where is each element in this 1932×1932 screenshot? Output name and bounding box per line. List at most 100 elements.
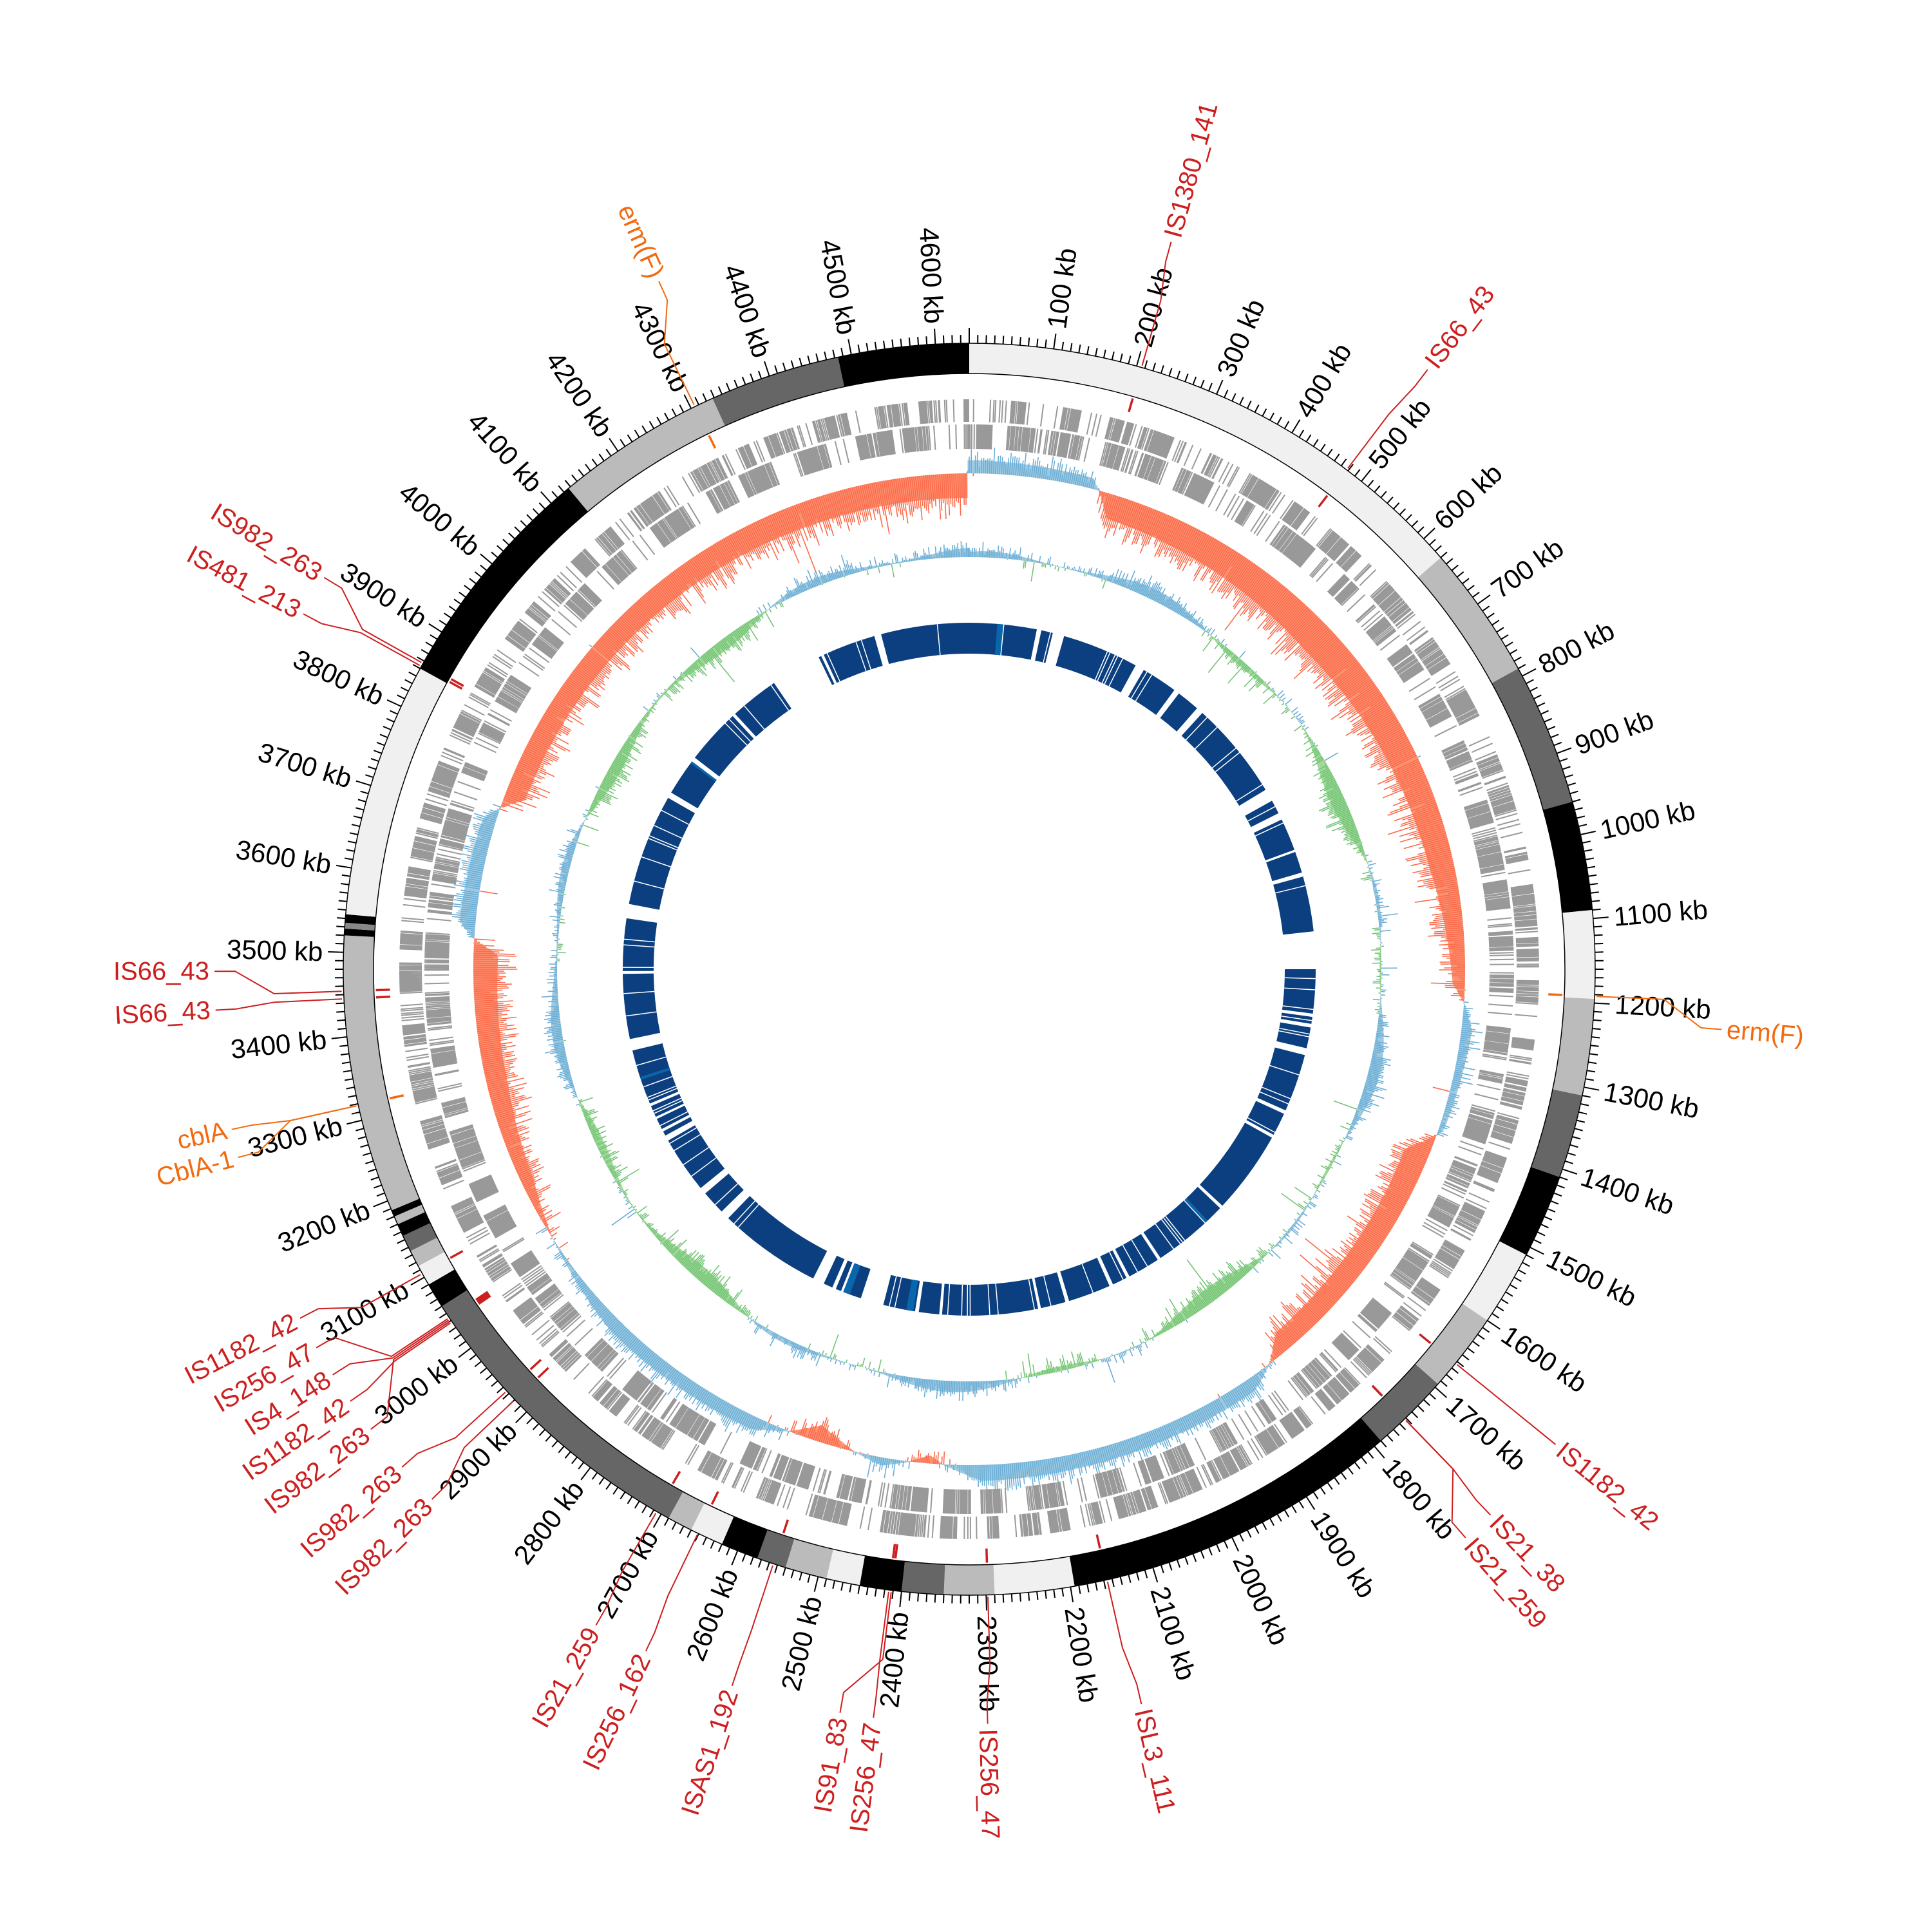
tick-label: 2800 kb bbox=[507, 1475, 590, 1569]
tick-label: 4100 kb bbox=[462, 406, 549, 498]
homology-block bbox=[835, 1260, 853, 1291]
is-element-label: IS66_43 bbox=[114, 996, 211, 1030]
homology-block bbox=[668, 1125, 725, 1188]
feature-marker bbox=[375, 995, 391, 999]
ideogram-band bbox=[668, 1492, 705, 1530]
homology-block bbox=[1181, 713, 1266, 806]
feature-marker bbox=[537, 1367, 549, 1379]
homology-block bbox=[1100, 1250, 1127, 1285]
tick-label: 1500 kb bbox=[1542, 1243, 1642, 1313]
homology-blocks-track bbox=[622, 622, 1316, 1316]
tick-label: 3000 kb bbox=[368, 1349, 463, 1431]
tick-marks bbox=[328, 328, 1610, 1611]
homology-block bbox=[1143, 1200, 1205, 1258]
tick-label: 3900 kb bbox=[335, 556, 432, 634]
ideogram-band bbox=[418, 1251, 455, 1285]
homology-block-gaps bbox=[622, 624, 1316, 1316]
feature-connector bbox=[323, 576, 422, 663]
tick-label: 1100 kb bbox=[1613, 894, 1709, 932]
ideogram-band bbox=[859, 1555, 905, 1592]
gene-tracks bbox=[399, 399, 1540, 1540]
feature-connector bbox=[401, 1392, 506, 1468]
tick-label: 1200 kb bbox=[1614, 989, 1712, 1025]
homology-block-highlight bbox=[906, 1279, 918, 1311]
ideogram-band bbox=[345, 914, 376, 925]
homology-block bbox=[819, 656, 835, 685]
homology-block-highlight bbox=[690, 761, 717, 782]
ideogram-outline-inner bbox=[373, 373, 1566, 1566]
feature-connector bbox=[1106, 1581, 1142, 1705]
ideogram-band bbox=[838, 343, 969, 387]
feature-connector bbox=[839, 1592, 892, 1713]
ideogram-band bbox=[785, 1539, 833, 1579]
ideogram-band bbox=[1417, 557, 1519, 683]
feature-marker bbox=[1371, 1385, 1383, 1397]
gc-high-bars bbox=[435, 448, 1483, 1495]
tick-label: 3200 kb bbox=[274, 1195, 374, 1258]
tick-label: 2200 kb bbox=[1059, 1605, 1104, 1705]
ideogram-band bbox=[1543, 802, 1593, 913]
feature-connector bbox=[1141, 242, 1172, 366]
homology-block bbox=[1186, 1186, 1220, 1221]
feature-connector bbox=[316, 1318, 448, 1358]
ideogram-band bbox=[1531, 1089, 1582, 1177]
homology-block-highlight bbox=[639, 1067, 670, 1080]
homology-block bbox=[1253, 819, 1294, 860]
ideogram-band bbox=[691, 1502, 734, 1544]
feature-connector bbox=[350, 1322, 451, 1402]
ideogram-band bbox=[826, 1549, 865, 1586]
feature-marker bbox=[449, 681, 463, 690]
gc-content-track bbox=[435, 448, 1483, 1495]
ideogram-band bbox=[394, 1204, 426, 1225]
homology-block bbox=[629, 797, 696, 910]
feature-marker bbox=[708, 435, 717, 449]
tick-label: 100 kb bbox=[1041, 246, 1083, 330]
gc-skew-track bbox=[541, 541, 1398, 1401]
homology-block bbox=[1266, 851, 1302, 882]
ideogram-band bbox=[428, 1269, 468, 1307]
feature-connector bbox=[370, 1321, 450, 1430]
tick-label: 600 kb bbox=[1428, 458, 1508, 536]
homology-block bbox=[1276, 1022, 1311, 1048]
ideogram-band bbox=[721, 1516, 768, 1558]
homology-block bbox=[623, 973, 661, 1039]
feature-marker bbox=[529, 1359, 542, 1370]
genes-forward-strand bbox=[399, 399, 1540, 1540]
tick-label: 4300 kb bbox=[625, 297, 696, 397]
is-element-label: ISL3_111 bbox=[1129, 1706, 1181, 1816]
homology-block bbox=[1034, 1272, 1066, 1309]
feature-connector bbox=[332, 1320, 450, 1376]
ideogram-band bbox=[344, 928, 375, 937]
tick-label: 800 kb bbox=[1533, 615, 1619, 680]
tick-label: 2900 kb bbox=[433, 1416, 523, 1505]
homology-block bbox=[1128, 670, 1175, 715]
feature-marker bbox=[476, 1292, 489, 1302]
ideogram-band bbox=[568, 398, 725, 512]
feature-connector bbox=[238, 1105, 357, 1159]
feature-marker bbox=[1548, 993, 1563, 996]
is-element-label: IS91_83 bbox=[809, 1716, 853, 1815]
homology-block bbox=[735, 683, 791, 737]
ideogram-band bbox=[757, 1530, 795, 1568]
tick-label: 2500 kb bbox=[775, 1593, 828, 1694]
ideogram-band bbox=[392, 1198, 422, 1217]
ideogram-band bbox=[1499, 1167, 1560, 1255]
ideogram-band bbox=[345, 922, 375, 931]
resistance-gene-label: CblA-1 bbox=[153, 1145, 236, 1192]
tick-label: 3400 kb bbox=[229, 1024, 328, 1065]
homology-block bbox=[1273, 876, 1314, 935]
homology-block bbox=[663, 1117, 693, 1136]
homology-block bbox=[728, 1196, 828, 1279]
tick-label: 4500 kb bbox=[815, 237, 862, 337]
tick-label: 3700 kb bbox=[254, 737, 355, 794]
feature-marker bbox=[710, 1491, 719, 1505]
tick-label: 200 kb bbox=[1128, 264, 1179, 350]
tick-label: 300 kb bbox=[1211, 295, 1271, 381]
tick-label: 3500 kb bbox=[226, 934, 323, 967]
homology-block bbox=[1257, 1047, 1305, 1111]
homology-block-highlight bbox=[843, 1263, 860, 1294]
resistance-gene-label: erm(F) bbox=[612, 200, 669, 282]
homology-block bbox=[622, 918, 658, 971]
feature-markers bbox=[375, 398, 1563, 1563]
